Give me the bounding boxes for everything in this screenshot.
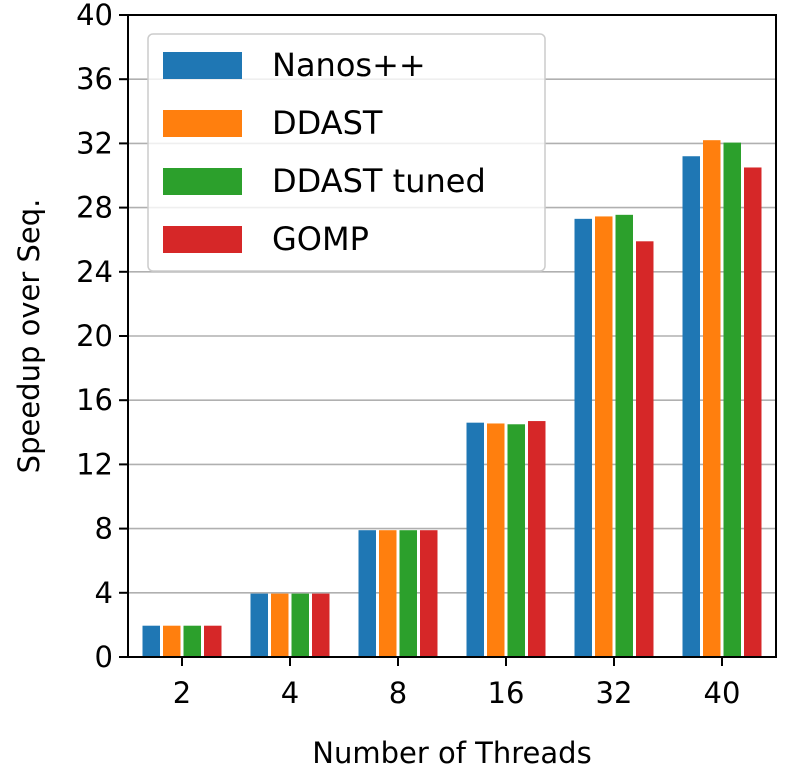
y-tick-label: 28: [76, 191, 113, 225]
y-axis-title: Speedup over Seq.: [12, 199, 46, 474]
bar: [466, 422, 484, 657]
bar: [636, 241, 654, 657]
legend-box: [147, 33, 546, 272]
x-tick-label: 40: [704, 676, 741, 710]
legend-label: DDAST: [272, 104, 383, 142]
x-tick-label: 8: [389, 676, 407, 710]
legend-swatch: [163, 226, 242, 253]
y-tick-label: 24: [76, 255, 113, 289]
bar: [204, 625, 222, 657]
y-axis-ticks: 0 4 8 12 16 20 24 28 32 36 40: [76, 0, 128, 674]
y-tick-label: 40: [76, 0, 113, 32]
legend-label: GOMP: [272, 220, 369, 258]
bar: [291, 593, 309, 657]
bar: [142, 625, 160, 657]
bar: [723, 142, 741, 657]
y-tick-label: 32: [76, 126, 113, 160]
bar: [399, 530, 417, 657]
x-axis-ticks: 2 4 8 16 32 40: [173, 657, 741, 710]
bar: [507, 424, 525, 657]
y-tick-label: 12: [76, 447, 113, 481]
bar: [703, 140, 721, 657]
legend-label: Nanos++: [272, 46, 426, 84]
x-tick-label: 32: [596, 676, 633, 710]
bar: [379, 530, 397, 657]
y-tick-label: 8: [95, 512, 113, 546]
bar: [682, 156, 700, 658]
legend-swatch: [163, 52, 242, 79]
bar: [183, 625, 201, 657]
bar: [744, 167, 762, 657]
bar: [595, 216, 613, 658]
y-tick-label: 20: [76, 319, 113, 353]
y-tick-label: 36: [76, 62, 113, 96]
legend: Nanos++ DDAST DDAST tuned GOMP: [147, 33, 546, 272]
legend-swatch: [163, 168, 242, 195]
x-axis-title: Number of Threads: [312, 736, 591, 770]
x-tick-label: 16: [488, 676, 525, 710]
x-tick-label: 2: [173, 676, 191, 710]
bar: [312, 593, 330, 657]
bar: [250, 593, 268, 657]
bar: [420, 530, 438, 657]
bar: [271, 593, 289, 657]
legend-label: DDAST tuned: [272, 162, 486, 200]
y-tick-label: 16: [76, 383, 113, 417]
y-tick-label: 4: [95, 576, 113, 610]
bar: [528, 421, 546, 657]
bar: [487, 423, 505, 657]
bar: [163, 625, 181, 657]
x-tick-label: 4: [281, 676, 299, 710]
bar: [358, 530, 376, 657]
bars: [142, 140, 762, 658]
bar: [574, 218, 592, 657]
y-tick-label: 0: [95, 640, 113, 674]
bar: [615, 214, 633, 657]
legend-swatch: [163, 110, 242, 137]
